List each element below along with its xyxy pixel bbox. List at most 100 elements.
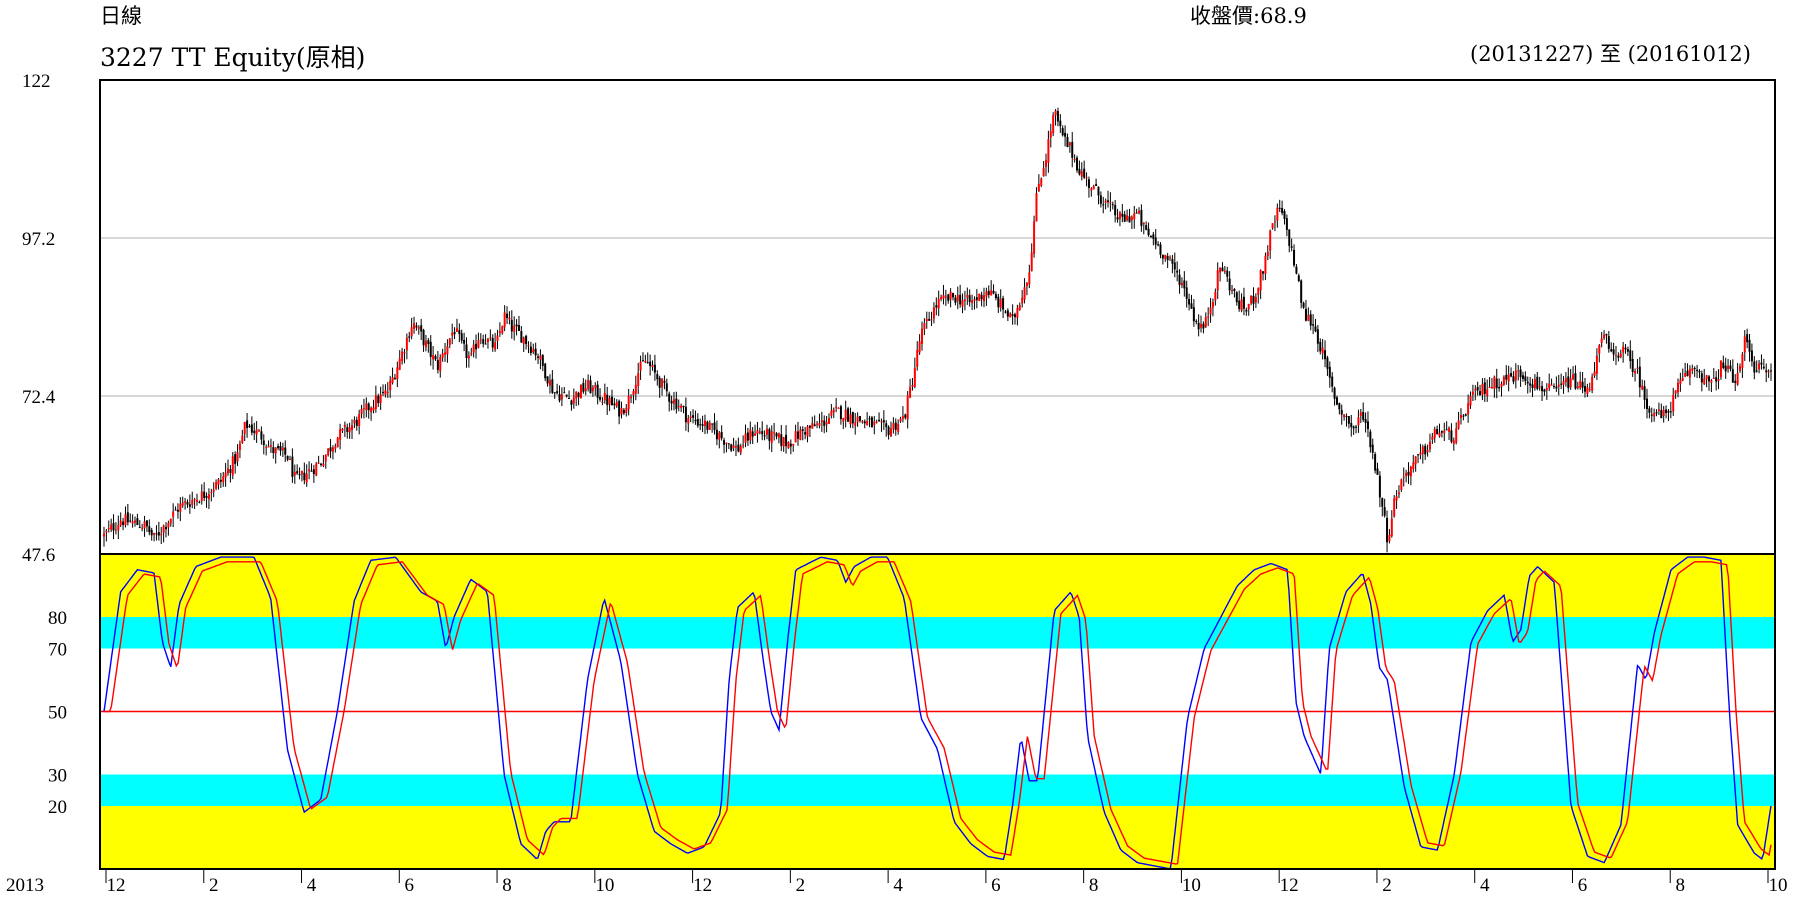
candle-body — [1314, 326, 1317, 332]
candle-body — [1488, 387, 1491, 389]
candle-body — [589, 380, 592, 394]
candle-body — [219, 479, 222, 482]
candle-body — [327, 448, 330, 456]
candle — [1304, 299, 1307, 322]
x-tick-label: 4 — [307, 875, 317, 896]
candle-body — [136, 518, 139, 526]
candle — [227, 459, 230, 476]
candle-body — [999, 298, 1002, 309]
x-tick-label: 6 — [405, 875, 415, 896]
candle-body — [126, 512, 129, 523]
candle — [854, 412, 857, 435]
candle-body — [777, 433, 780, 438]
candle — [1250, 295, 1253, 306]
candle-body — [1686, 370, 1689, 376]
candle — [1138, 207, 1141, 215]
candle-body — [1009, 313, 1012, 318]
candle-body — [1228, 278, 1231, 291]
candle — [961, 293, 964, 314]
candle-body — [293, 471, 296, 476]
candle — [358, 409, 361, 435]
candle-body — [503, 312, 506, 328]
candle-body — [1574, 373, 1577, 389]
candle-body — [787, 441, 790, 449]
candle — [1118, 210, 1121, 227]
candle — [1226, 266, 1229, 282]
candle-body — [1657, 409, 1660, 412]
candle-body — [196, 499, 199, 502]
candle-body — [1171, 258, 1174, 264]
candle — [1686, 363, 1689, 377]
candle-body — [1643, 386, 1646, 400]
candle-body — [1624, 347, 1627, 350]
candle-body — [882, 420, 885, 423]
candle-body — [835, 406, 838, 409]
candle — [1085, 172, 1088, 187]
candle-body — [475, 343, 478, 350]
candle-body — [429, 341, 432, 357]
candle — [503, 305, 506, 332]
candle-body — [258, 430, 261, 432]
candle — [1586, 383, 1589, 398]
candle-body — [868, 418, 871, 420]
candle — [1204, 312, 1207, 329]
candle — [241, 429, 244, 444]
candle — [508, 311, 511, 325]
candle — [1481, 378, 1484, 401]
candle-body — [229, 469, 232, 473]
candle-body — [1374, 454, 1377, 471]
candle — [804, 427, 807, 440]
candle — [1378, 471, 1381, 508]
candle-body — [940, 297, 943, 299]
candle — [1157, 241, 1160, 247]
candle-body — [1464, 414, 1467, 416]
candle — [327, 448, 330, 457]
candle — [672, 391, 675, 411]
candle — [1316, 324, 1319, 353]
candle-body — [370, 407, 373, 413]
candle — [1028, 264, 1031, 289]
candle-body — [184, 501, 187, 503]
candle-body — [1190, 303, 1193, 309]
candle-body — [1543, 389, 1546, 392]
candle — [744, 424, 747, 448]
candle — [1099, 191, 1102, 208]
candle-body — [1538, 386, 1541, 388]
candle — [849, 407, 852, 428]
candle-body — [1614, 355, 1617, 357]
candle — [799, 426, 802, 441]
candle-body — [1626, 349, 1629, 352]
candle — [346, 423, 349, 439]
candle-body — [1259, 270, 1262, 291]
candle-body — [1359, 412, 1362, 416]
candle-body — [281, 447, 284, 450]
candle-body — [1107, 200, 1110, 203]
candle-body — [847, 408, 850, 422]
candle-body — [1161, 254, 1164, 259]
candle — [1395, 490, 1398, 509]
candle-body — [637, 373, 640, 387]
candle — [1569, 368, 1572, 390]
candle — [1233, 288, 1236, 298]
candle-body — [1335, 397, 1338, 405]
candle — [885, 420, 888, 437]
candle-body — [1276, 207, 1279, 221]
candle — [1495, 368, 1498, 399]
candle-body — [1524, 376, 1527, 382]
candle — [777, 432, 780, 444]
candle — [1731, 359, 1734, 383]
candle — [1357, 409, 1360, 433]
candle — [1526, 376, 1529, 394]
candle — [794, 424, 797, 443]
candle — [1123, 210, 1126, 223]
candle — [1340, 404, 1343, 425]
candle-body — [1412, 462, 1415, 469]
candle-body — [954, 297, 957, 303]
candle — [1087, 176, 1090, 198]
candle-body — [1221, 267, 1224, 272]
candle — [1009, 312, 1012, 318]
candle-body — [472, 344, 475, 353]
candle-body — [1235, 292, 1238, 303]
candle — [427, 337, 430, 353]
candle — [520, 326, 523, 343]
